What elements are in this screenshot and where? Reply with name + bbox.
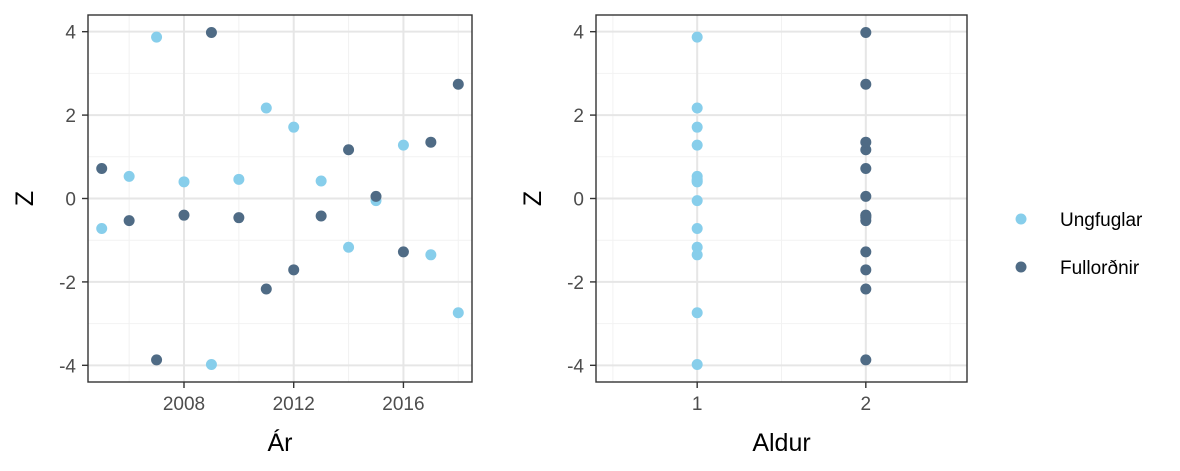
point-fullordnir [860, 27, 872, 39]
point-fullordnir [425, 136, 437, 148]
point-fullordnir [260, 283, 272, 295]
legend-label-ungfuglar: Ungfuglar [1060, 210, 1143, 231]
x-axis-title: Ár [268, 428, 293, 457]
point-fullordnir [315, 210, 327, 222]
y-axis-title: Z [519, 191, 547, 206]
y-tick-label: 2 [573, 106, 584, 127]
point-ungfuglar [425, 249, 437, 261]
legend: Ungfuglar Fullorðnir [1015, 210, 1143, 279]
y-axis-title: Z [11, 191, 39, 206]
point-fullordnir [178, 209, 190, 221]
point-fullordnir [860, 136, 872, 148]
point-ungfuglar [691, 249, 703, 261]
point-ungfuglar [343, 241, 355, 253]
point-ungfuglar [691, 121, 703, 133]
point-ungfuglar [315, 175, 327, 187]
x-tick-label: 2 [861, 394, 872, 415]
x-tick-label: 1 [692, 394, 703, 415]
point-fullordnir [233, 212, 245, 224]
point-fullordnir [860, 246, 872, 258]
point-fullordnir [288, 264, 300, 276]
point-fullordnir [860, 190, 872, 202]
point-ungfuglar [288, 121, 300, 133]
y-tick-label: -4 [567, 356, 584, 377]
point-ungfuglar [397, 139, 409, 151]
point-ungfuglar [691, 223, 703, 235]
point-ungfuglar [123, 170, 135, 182]
x-axis-title: Aldur [752, 429, 810, 457]
point-ungfuglar [691, 139, 703, 151]
point-ungfuglar [691, 175, 703, 187]
point-fullordnir [860, 78, 872, 90]
y-tick-label: 4 [573, 23, 584, 44]
point-ungfuglar [691, 31, 703, 43]
point-fullordnir [860, 354, 872, 366]
point-ungfuglar [260, 102, 272, 114]
point-ungfuglar [205, 358, 217, 370]
panel-age: -4 -2 0 2 4 1 2 Aldur Z [519, 14, 968, 457]
point-fullordnir [860, 162, 872, 174]
y-tick-label: 2 [65, 106, 76, 127]
y-tick-label: 4 [65, 23, 76, 44]
point-ungfuglar [691, 307, 703, 319]
y-tick-label: -2 [567, 273, 584, 294]
y-tick-label: 0 [65, 190, 76, 211]
point-fullordnir [860, 283, 872, 295]
point-ungfuglar [151, 31, 163, 43]
x-tick-label: 2008 [163, 394, 205, 415]
point-fullordnir [860, 264, 872, 276]
point-fullordnir [96, 162, 108, 174]
point-fullordnir [397, 246, 409, 258]
point-ungfuglar [96, 223, 108, 235]
y-tick-label: -4 [59, 356, 76, 377]
y-tick-label: 0 [573, 190, 584, 211]
point-fullordnir [151, 354, 163, 366]
point-ungfuglar [233, 173, 245, 185]
x-tick-label: 2016 [382, 394, 424, 415]
x-tick-label: 2012 [273, 394, 315, 415]
point-ungfuglar [691, 195, 703, 207]
point-fullordnir [343, 144, 355, 156]
legend-label-fullordnir: Fullorðnir [1060, 258, 1140, 279]
legend-key-fullordnir [1015, 261, 1027, 273]
point-ungfuglar [691, 102, 703, 114]
point-ungfuglar [691, 358, 703, 370]
point-fullordnir [370, 190, 382, 202]
point-fullordnir [205, 27, 217, 39]
point-ungfuglar [178, 176, 190, 188]
y-tick-label: -2 [59, 273, 76, 294]
point-fullordnir [860, 210, 872, 222]
point-ungfuglar [452, 307, 464, 319]
point-fullordnir [452, 78, 464, 90]
legend-key-ungfuglar [1015, 213, 1027, 225]
point-fullordnir [123, 215, 135, 227]
panel-year: -4 -2 0 2 4 2008 2012 2016 Ár Z [11, 14, 473, 457]
